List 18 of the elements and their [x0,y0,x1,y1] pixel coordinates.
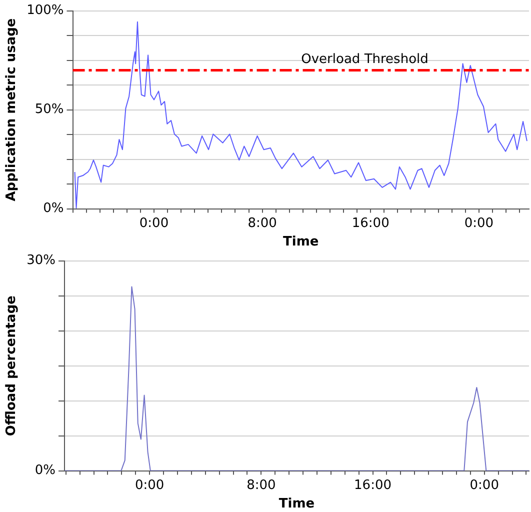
y-axis-title: Offload percentage [4,295,20,436]
x-tick-label: 16:00 [352,216,390,231]
y-tick-label: 30% [26,253,56,268]
ref-line-label: Overload Threshold [301,52,428,68]
x-tick-label: 16:00 [354,478,392,493]
x-tick-label: 0:00 [139,216,169,231]
y-tick-label: 0% [34,463,56,478]
y-axis-title: Application metric usage [4,18,20,202]
x-axis-title: Time [278,496,315,512]
x-tick-label: 8:00 [246,478,276,493]
x-tick-label: 0:00 [470,478,499,493]
y-tick-label: 0% [43,201,64,216]
y-tick-label: 50% [34,102,64,118]
x-tick-label: 8:00 [248,216,277,231]
x-axis-title: Time [283,234,319,250]
x-tick-label: 0:00 [464,216,494,231]
y-tick-label: 100% [26,3,64,18]
x-tick-label: 0:00 [134,478,164,493]
